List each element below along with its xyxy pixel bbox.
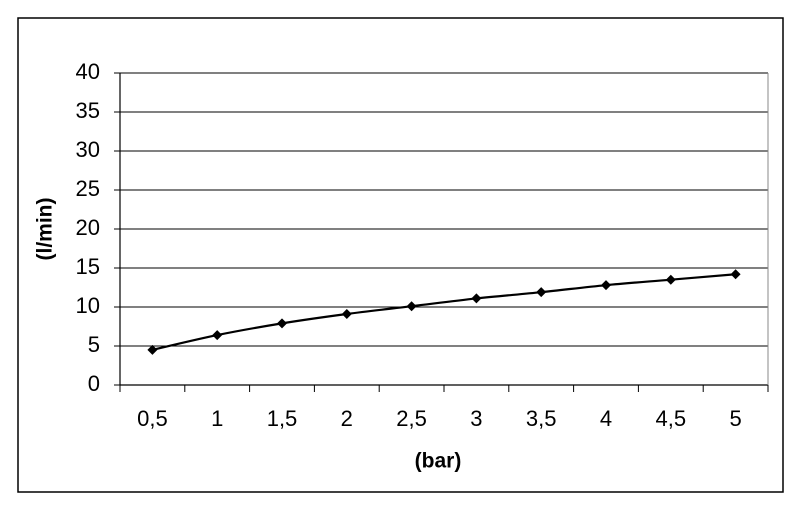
y-tick-label: 10 — [76, 293, 100, 318]
y-tick-label: 5 — [88, 332, 100, 357]
x-tick-label: 0,5 — [137, 406, 168, 431]
x-tick-label: 3,5 — [526, 406, 557, 431]
x-axis-title: (bar) — [415, 450, 462, 473]
data-line — [152, 273, 736, 351]
y-tick-label: 30 — [76, 137, 100, 162]
x-tick-label: 3 — [470, 406, 482, 431]
y-axis-title: (l/min) — [34, 198, 57, 261]
x-tick-label: 1,5 — [267, 406, 298, 431]
y-tick-label: 20 — [76, 215, 100, 240]
x-tick-label: 1 — [211, 406, 223, 431]
x-tick-label: 4 — [600, 406, 612, 431]
y-tick-label: 0 — [88, 371, 100, 396]
data-marker — [212, 330, 223, 341]
data-marker — [601, 280, 611, 291]
y-tick-label: 15 — [76, 254, 100, 279]
y-tick-label: 35 — [76, 98, 100, 123]
x-tick-label: 5 — [729, 406, 741, 431]
x-tick-label: 2 — [341, 406, 353, 431]
x-tick-label: 2,5 — [396, 406, 427, 431]
y-tick-label: 40 — [76, 59, 100, 84]
chart-border — [17, 17, 784, 493]
data-marker — [147, 344, 158, 355]
data-marker — [730, 269, 741, 280]
data-marker — [536, 287, 547, 298]
data-marker — [471, 293, 482, 304]
data-marker — [406, 301, 417, 312]
x-tick-label: 4,5 — [656, 406, 687, 431]
y-tick-label: 25 — [76, 176, 100, 201]
data-marker — [665, 274, 676, 285]
data-marker — [277, 318, 287, 329]
data-marker — [341, 309, 352, 320]
